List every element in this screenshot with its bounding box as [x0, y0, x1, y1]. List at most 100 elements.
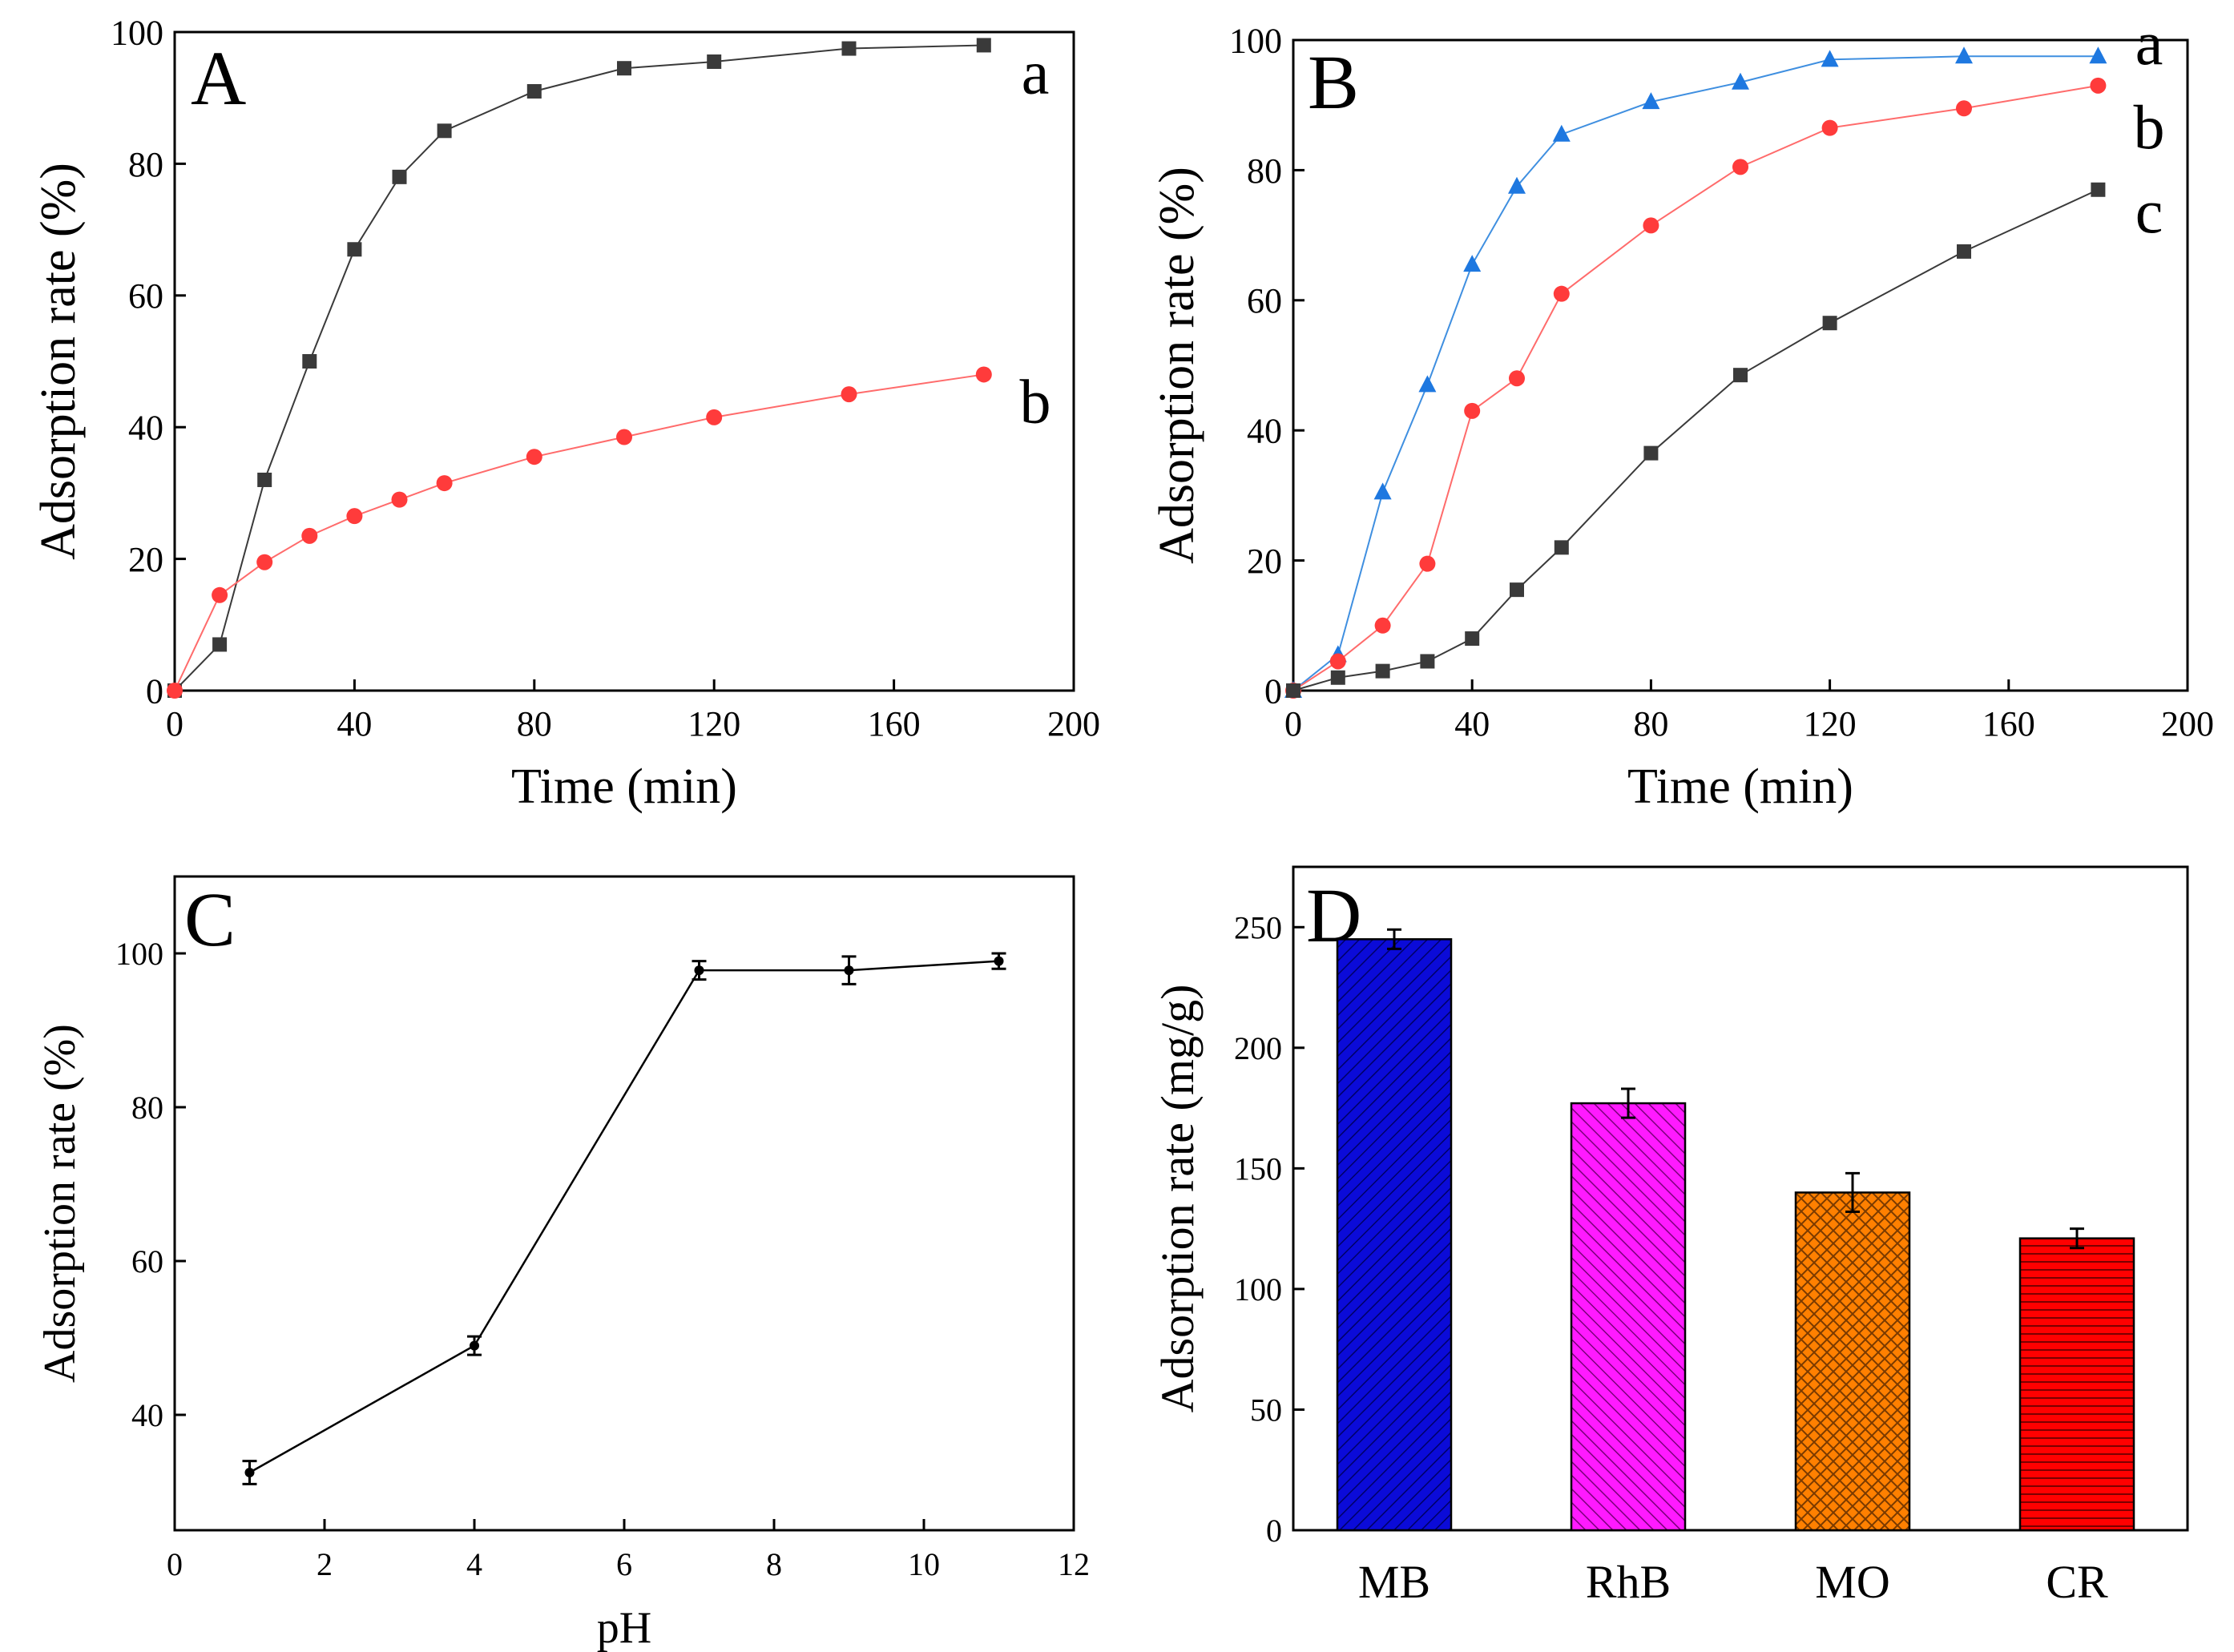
- x-tick-label: 2: [317, 1546, 333, 1582]
- y-tick-label: 80: [128, 145, 163, 184]
- bar-mo: [1794, 1191, 1911, 1532]
- bar-rhb: [1570, 1102, 1687, 1532]
- x-axis-label: Time (min): [511, 760, 737, 814]
- data-point: [976, 38, 991, 53]
- y-tick-label: 20: [1247, 542, 1282, 581]
- data-point: [844, 965, 854, 976]
- series-label-a: a: [2135, 8, 2163, 78]
- plot-frame: [173, 875, 1075, 1532]
- data-point: [1642, 92, 1660, 110]
- data-point: [1956, 100, 1972, 117]
- data-point: [244, 1468, 255, 1477]
- x-tick-label: 0: [1284, 704, 1302, 743]
- data-point: [2091, 182, 2106, 197]
- data-point: [1955, 46, 1973, 64]
- data-point: [841, 41, 857, 56]
- y-tick-label: 100: [1229, 21, 1282, 60]
- data-point: [1554, 540, 1569, 555]
- data-point: [1821, 119, 1838, 136]
- x-tick-label: 80: [1633, 704, 1668, 743]
- x-tick-label: 120: [1804, 704, 1857, 743]
- y-tick-label: 100: [111, 13, 163, 52]
- y-axis-label: Adsorption rate (%): [31, 163, 86, 560]
- data-point: [1643, 445, 1659, 461]
- y-tick-label: 80: [131, 1090, 163, 1126]
- data-point: [1732, 159, 1748, 175]
- y-tick-label: 0: [1266, 1513, 1282, 1549]
- y-axis-label: Adsorption rate (%): [35, 1024, 85, 1383]
- series-label-c: c: [2135, 176, 2163, 246]
- data-point: [1552, 124, 1571, 142]
- data-point: [1420, 654, 1435, 669]
- data-point: [1643, 217, 1659, 234]
- data-point: [526, 83, 542, 99]
- panel-a: 0 40 80 120 160 200 0 20 40 60 80 100 Time (min) Adso…: [31, 13, 1100, 814]
- x-tick-label: 160: [1982, 704, 2035, 743]
- y-tick-label: 100: [1234, 1271, 1282, 1307]
- y-axis-label: Adsorption rate (%): [1150, 167, 1204, 564]
- x-tick-label: 6: [616, 1546, 632, 1582]
- y-tick-label: 0: [146, 671, 163, 711]
- x-category-label: MO: [1815, 1556, 1889, 1608]
- x-category-label: CR: [2046, 1556, 2108, 1608]
- x-tick-label: 200: [1047, 704, 1100, 743]
- data-point: [616, 429, 632, 445]
- data-point: [1553, 285, 1570, 302]
- y-tick-label: 40: [1247, 412, 1282, 451]
- data-point: [436, 475, 453, 492]
- data-point: [302, 354, 317, 369]
- x-tick-label: 10: [908, 1546, 940, 1582]
- data-point: [1373, 482, 1392, 500]
- data-point: [1821, 50, 1839, 67]
- series-label-b: b: [2134, 92, 2165, 162]
- data-point: [301, 527, 318, 544]
- data-point: [167, 683, 183, 699]
- data-point: [1508, 176, 1526, 194]
- data-point: [994, 956, 1004, 966]
- y-tick-label: 20: [128, 540, 163, 579]
- data-point: [470, 1340, 479, 1351]
- data-point: [1329, 653, 1346, 670]
- y-tick-label: 40: [131, 1397, 163, 1433]
- data-point: [1733, 368, 1748, 383]
- y-tick-label: 80: [1247, 151, 1282, 191]
- x-tick-label: 0: [166, 704, 183, 743]
- panel-letter: A: [191, 35, 246, 121]
- panel-letter: B: [1308, 39, 1359, 125]
- data-point: [1822, 316, 1837, 331]
- data-point: [1464, 402, 1481, 419]
- series-line-a: [1292, 55, 2099, 691]
- data-point: [257, 472, 272, 487]
- data-point: [1957, 244, 1971, 259]
- y-tick-label: 150: [1234, 1150, 1282, 1187]
- x-tick-label: 160: [868, 704, 921, 743]
- data-point: [841, 386, 857, 403]
- y-tick-label: 60: [1247, 281, 1282, 320]
- x-tick-label: 40: [337, 704, 372, 743]
- data-point: [1330, 670, 1345, 685]
- data-point: [212, 637, 228, 652]
- data-point: [2089, 46, 2107, 64]
- data-point: [1509, 370, 1525, 387]
- series-line-b: [174, 373, 984, 691]
- data-point: [1418, 375, 1437, 393]
- data-point: [1286, 683, 1300, 698]
- x-category-label: MB: [1358, 1556, 1430, 1608]
- y-tick-label: 50: [1250, 1392, 1282, 1428]
- data-point: [437, 123, 452, 139]
- data-point: [391, 491, 408, 508]
- data-point: [347, 242, 362, 257]
- data-point: [2090, 77, 2107, 94]
- y-axis-label: Adsorption rate (mg/g): [1151, 985, 1204, 1413]
- y-tick-label: 0: [1264, 671, 1282, 711]
- x-tick-label: 12: [1058, 1546, 1090, 1582]
- data-point: [694, 965, 704, 976]
- panel-c: 0 2 4 6 8 10 12 40 60 80 100 pH Adsorption rate (%) C: [35, 875, 1090, 1652]
- x-tick-label: 80: [517, 704, 552, 743]
- x-axis-label: Time (min): [1627, 760, 1853, 814]
- bar-mb: [1336, 938, 1453, 1532]
- series-label-b: b: [1020, 366, 1051, 436]
- data-point: [1463, 255, 1482, 272]
- data-point: [212, 586, 228, 603]
